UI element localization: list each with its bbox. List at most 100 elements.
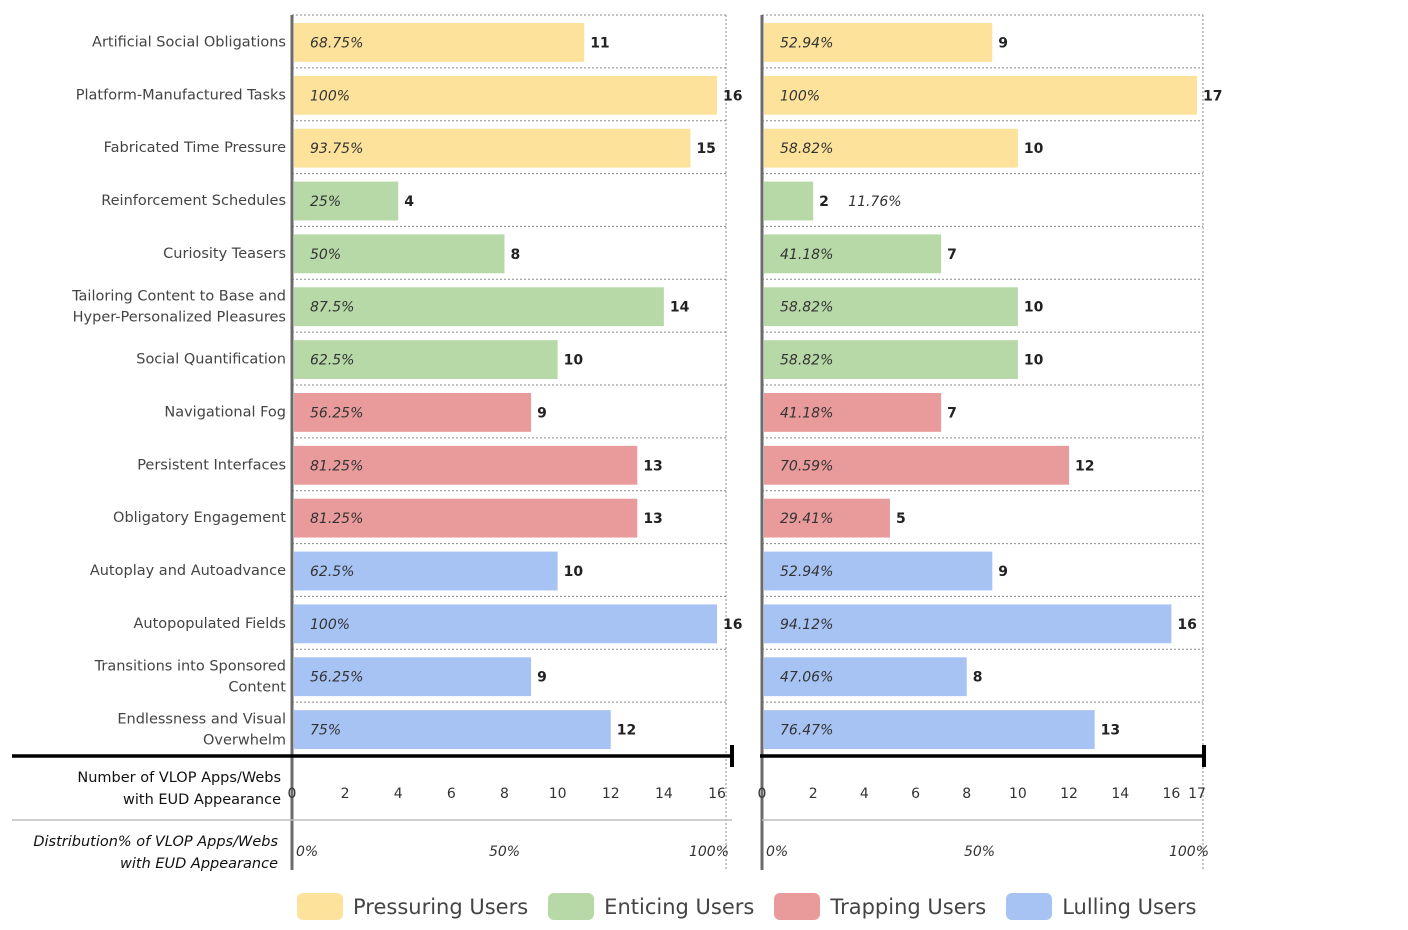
bar-percent-label: 58.82%: [780, 353, 833, 369]
bar-count-label: 16: [723, 617, 742, 633]
bar-trapping: [294, 392, 532, 432]
bar-pressuring: [764, 128, 1018, 168]
bar-percent-label: 11.76%: [848, 194, 901, 210]
bar-enticing: [764, 181, 814, 221]
legend-swatch-pressuring: [297, 893, 343, 920]
bar-percent-label: 41.18%: [780, 405, 833, 421]
percent-tick-label: 50%: [489, 844, 520, 860]
category-label: Artificial Social Obligations: [92, 34, 286, 50]
bar-count-label: 11: [590, 35, 609, 51]
legend-label-enticing: Enticing Users: [604, 894, 755, 919]
legend-swatch-trapping: [774, 893, 821, 920]
bar-lulling: [764, 657, 967, 697]
bar-count-label: 13: [643, 511, 662, 527]
bar-count-label: 10: [1024, 353, 1044, 369]
count-axis-title: Number of VLOP Apps/Webs: [77, 770, 281, 786]
bar-count-label: 13: [1101, 723, 1120, 739]
bar-percent-label: 76.47%: [780, 723, 833, 739]
percent-tick-label: 0%: [766, 844, 788, 860]
bar-percent-label: 100%: [310, 88, 350, 104]
category-label: Transitions into Sponsored: [94, 659, 286, 675]
bar-count-label: 9: [998, 35, 1008, 51]
bar-percent-label: 58.82%: [780, 141, 833, 157]
category-label: Overwhelm: [203, 733, 286, 749]
category-label: Persistent Interfaces: [137, 457, 286, 473]
legend-label-trapping: Trapping Users: [830, 894, 987, 919]
bar-enticing: [294, 340, 558, 379]
x-tick-label: 16: [708, 786, 726, 802]
category-label: Endlessness and Visual: [117, 712, 286, 728]
bar-count-label: 5: [896, 511, 906, 527]
bar-percent-label: 47.06%: [780, 670, 833, 686]
bar-count-label: 13: [643, 458, 662, 474]
bar-percent-label: 100%: [780, 88, 820, 104]
category-label: Navigational Fog: [164, 404, 286, 420]
x-tick-label: 14: [655, 786, 673, 802]
bar-count-label: 9: [998, 564, 1008, 580]
bar-count-label: 10: [564, 564, 584, 580]
bar-percent-label: 81.25%: [310, 511, 363, 527]
x-tick-label: 14: [1111, 786, 1129, 802]
bar-pressuring: [764, 23, 993, 62]
bar-percent-label: 70.59%: [780, 458, 833, 474]
bar-trapping: [294, 498, 638, 538]
category-label: Autopopulated Fields: [134, 616, 287, 632]
bar-count-label: 8: [973, 670, 983, 686]
bar-count-label: 8: [511, 247, 521, 263]
x-tick-label: 17: [1188, 786, 1206, 802]
category-label: Platform-Manufactured Tasks: [76, 87, 286, 103]
percent-tick-label: 100%: [1169, 844, 1209, 860]
legend-swatch-enticing: [548, 893, 595, 920]
category-label: Social Quantification: [136, 352, 286, 368]
bar-percent-label: 87.5%: [310, 300, 354, 316]
bar-pressuring: [294, 128, 691, 168]
bar-percent-label: 75%: [310, 723, 341, 739]
bar-percent-label: 58.82%: [780, 300, 833, 316]
bar-percent-label: 29.41%: [780, 511, 833, 527]
bar-percent-label: 100%: [310, 617, 350, 633]
x-tick-label: 8: [500, 786, 509, 802]
category-label: Content: [228, 680, 286, 696]
bar-pressuring: [294, 23, 585, 62]
bar-count-label: 15: [696, 141, 715, 157]
bar-pressuring: [764, 75, 1197, 115]
bar-count-label: 9: [537, 670, 547, 686]
bar-count-label: 12: [617, 723, 636, 739]
x-tick-label: 10: [1009, 786, 1027, 802]
bar-count-label: 14: [670, 300, 690, 316]
legend-item-enticing: Enticing Users: [548, 893, 754, 920]
x-tick-label: 12: [602, 786, 620, 802]
bar-count-label: 10: [1024, 300, 1044, 316]
bar-percent-label: 81.25%: [310, 458, 363, 474]
bar-count-label: 16: [723, 88, 742, 104]
bar-lulling: [294, 710, 611, 749]
bar-count-label: 7: [947, 247, 957, 263]
legend: Pressuring Users Enticing Users Trapping…: [297, 893, 1216, 920]
x-tick-label: 4: [860, 786, 869, 802]
bar-enticing: [294, 234, 505, 274]
eud-bar-chart: Artificial Social Obligations Platform-Ma…: [12, 14, 1222, 872]
percent-tick-label: 50%: [964, 844, 995, 860]
x-tick-label: 6: [447, 786, 456, 802]
category-label: Hyper-Personalized Pleasures: [73, 310, 286, 326]
category-label: Reinforcement Schedules: [101, 193, 286, 209]
bar-enticing: [294, 181, 399, 221]
bar-enticing: [764, 340, 1018, 379]
bar-percent-label: 94.12%: [780, 617, 833, 633]
bar-percent-label: 93.75%: [310, 141, 363, 157]
x-tick-label: 10: [549, 786, 567, 802]
bar-percent-label: 52.94%: [780, 564, 833, 580]
percent-axis-title: Distribution% of VLOP Apps/Webs: [33, 834, 278, 850]
bar-lulling: [764, 604, 1172, 644]
bar-percent-label: 68.75%: [310, 35, 363, 51]
percent-tick-label: 0%: [296, 844, 318, 860]
bar-lulling: [764, 551, 993, 591]
legend-item-trapping: Trapping Users: [774, 893, 986, 920]
bar-pressuring: [294, 75, 717, 115]
category-label: Tailoring Content to Base and: [71, 289, 286, 305]
bar-percent-label: 41.18%: [780, 247, 833, 263]
bar-lulling: [294, 551, 558, 591]
category-label: Fabricated Time Pressure: [104, 140, 286, 156]
bar-count-label: 10: [1024, 141, 1044, 157]
bar-count-label: 10: [564, 353, 584, 369]
